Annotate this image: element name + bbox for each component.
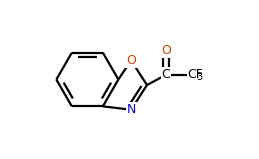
Text: CF: CF xyxy=(188,68,203,81)
Text: 3: 3 xyxy=(197,72,203,82)
Text: C: C xyxy=(162,68,170,81)
Text: O: O xyxy=(161,44,171,57)
Text: N: N xyxy=(126,103,136,116)
Text: O: O xyxy=(126,54,136,67)
